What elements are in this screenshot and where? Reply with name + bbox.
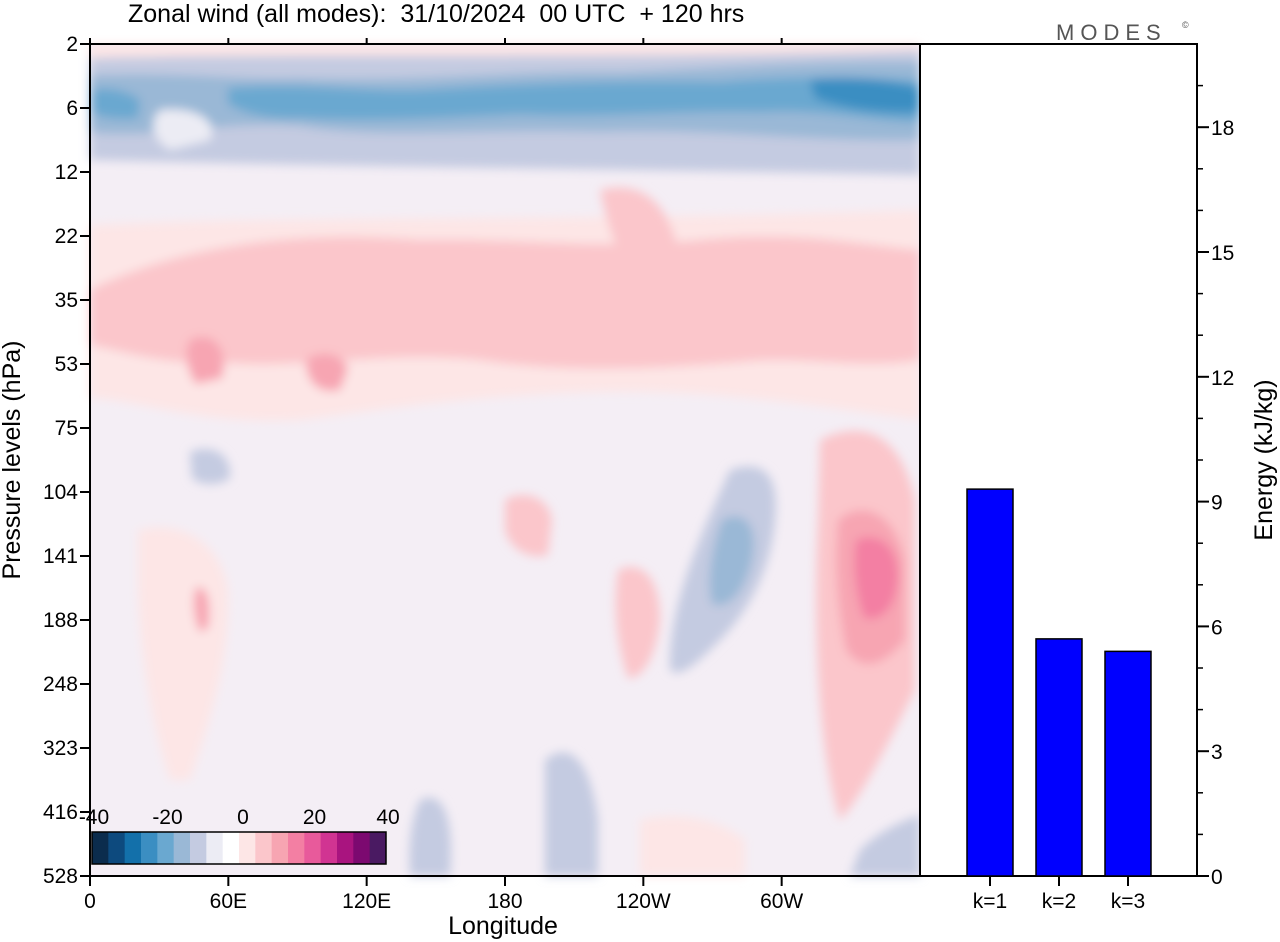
colorbar-swatch xyxy=(157,832,175,864)
energy-panel: 0 3 6 9 12 15 18 k=1 k=2 k=3 xyxy=(919,43,1234,913)
y-tick-label: 528 xyxy=(43,865,78,888)
colorbar-tick-label: 40 xyxy=(376,806,399,829)
westerly-core-2 xyxy=(306,353,348,391)
colorbar-swatch xyxy=(173,832,191,864)
westerly-core-1 xyxy=(186,336,224,384)
easterly-pocket-west xyxy=(190,449,231,484)
y-tick-label: 248 xyxy=(43,673,78,696)
colorbar-swatch xyxy=(92,832,109,864)
field-background xyxy=(90,44,920,876)
westerly-lobe-east-core xyxy=(854,537,899,619)
colorbar-swatch xyxy=(369,832,387,864)
energy-bar xyxy=(1035,638,1083,877)
wind-contours xyxy=(90,44,920,876)
modes-logo: MODES xyxy=(1056,20,1167,45)
energy-tick-label: 12 xyxy=(1211,367,1234,390)
colorbar-swatch xyxy=(353,832,371,864)
x-tick-label: 60W xyxy=(760,890,803,913)
y-tick-label: 6 xyxy=(66,97,78,120)
colorbar-swatch xyxy=(239,832,256,864)
energy-tick-label: 9 xyxy=(1211,492,1223,515)
colorbar-tick-label: 20 xyxy=(303,806,326,829)
colorbar-tick-label: -40 xyxy=(79,806,109,829)
colorbar-swatch xyxy=(304,832,322,864)
colorbar-swatch xyxy=(124,832,142,864)
colorbar-swatch xyxy=(288,832,305,864)
easterly-pocket-lower-west xyxy=(409,797,451,876)
westerly-patch-center xyxy=(505,494,552,557)
weak-patch-west xyxy=(153,109,212,150)
x-tick-label: 60E xyxy=(210,890,247,913)
colorbar-swatch xyxy=(190,832,207,864)
colorbar-swatch xyxy=(337,832,354,864)
y-tick-label: 323 xyxy=(43,737,78,760)
chart-title: Zonal wind (all modes): 31/10/2024 00 UT… xyxy=(128,0,745,28)
westerly-patch-lower xyxy=(640,816,745,876)
copyright-mark: © xyxy=(1182,20,1189,30)
colorbar-swatch xyxy=(141,832,158,864)
y-tick-label: 141 xyxy=(43,545,78,568)
colorbar-swatch xyxy=(320,832,338,864)
colorbar-swatch xyxy=(222,832,240,864)
energy-bar-label: k=1 xyxy=(973,890,1007,913)
easterly-pocket-lower-east xyxy=(850,815,920,876)
colorbar-swatch xyxy=(206,832,224,864)
westerly-band-mid xyxy=(90,236,920,369)
energy-bar-label: k=2 xyxy=(1042,890,1076,913)
y-tick-label: 12 xyxy=(55,161,78,184)
easterly-pocket-lower xyxy=(545,752,598,876)
energy-bar-label: k=3 xyxy=(1111,890,1145,913)
easterly-core-west xyxy=(92,88,140,119)
colorbar-swatch xyxy=(271,832,289,864)
easterly-pocket-60w-core xyxy=(709,516,754,606)
westerly-lobe-120w xyxy=(615,567,660,679)
energy-tick-label: 18 xyxy=(1211,117,1234,140)
colorbar-swatch xyxy=(108,832,126,864)
easterly-core-east xyxy=(810,77,920,113)
energy-tick-label: 15 xyxy=(1211,242,1234,265)
y-tick-label: 22 xyxy=(55,225,78,248)
y-axis-title: Pressure levels (hPa) xyxy=(0,341,26,580)
x-axis-title: Longitude xyxy=(448,912,558,940)
y-tick-label: 2 xyxy=(66,33,78,56)
colorbar: -40 -20 0 20 40 xyxy=(79,806,400,865)
colorbar-swatch xyxy=(255,832,273,864)
y-tick-label: 35 xyxy=(55,289,78,312)
x-tick-label: 120W xyxy=(616,890,671,913)
energy-bar xyxy=(966,488,1014,877)
y-tick-label: 188 xyxy=(43,609,78,632)
x-tick-label: 120E xyxy=(342,890,391,913)
energy-tick-label: 0 xyxy=(1211,866,1223,889)
energy-bar xyxy=(1104,650,1152,877)
colorbar-tick-label: -20 xyxy=(152,806,182,829)
y-tick-label: 416 xyxy=(43,801,78,824)
colorbar-frame xyxy=(91,831,387,865)
y-tick-label: 53 xyxy=(55,353,78,376)
westerly-lobe-west xyxy=(138,527,229,780)
wind-field xyxy=(90,44,920,876)
y-tick-label: 75 xyxy=(55,417,78,440)
y-tick-label: 104 xyxy=(43,481,78,504)
energy-tick-label: 3 xyxy=(1211,741,1223,764)
colorbar-tick-label: 0 xyxy=(237,806,249,829)
energy-axis-title: Energy (kJ/kg) xyxy=(1250,379,1278,540)
energy-tick-label: 6 xyxy=(1211,616,1223,639)
x-tick-label: 180 xyxy=(487,890,522,913)
left-axes: 2 6 12 22 35 53 75 104 141 188 248 323 416 528 0 60E 120… xyxy=(43,33,921,913)
westerly-tongue xyxy=(600,187,680,300)
easterly-band-inner xyxy=(228,77,920,122)
x-tick-label: 0 xyxy=(84,890,96,913)
westerly-lobe-west-core xyxy=(193,587,210,632)
